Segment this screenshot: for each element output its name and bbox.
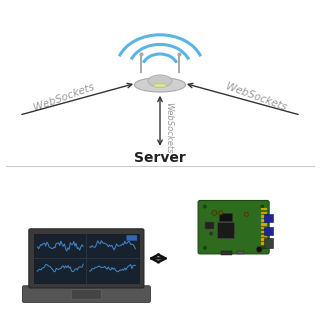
Text: WebSockets: WebSockets	[32, 82, 96, 113]
Bar	[205, 222, 214, 229]
Circle shape	[261, 246, 264, 250]
Bar	[217, 222, 235, 238]
Text: WebSockets: WebSockets	[224, 82, 288, 113]
Circle shape	[256, 247, 262, 252]
Bar	[261, 212, 267, 214]
Ellipse shape	[134, 78, 186, 92]
Text: Server: Server	[134, 151, 186, 165]
Bar	[237, 251, 244, 254]
Bar	[221, 251, 232, 255]
Bar	[261, 208, 267, 210]
Text: WebSockets: WebSockets	[164, 102, 173, 154]
Circle shape	[261, 205, 264, 208]
Bar	[261, 238, 267, 241]
FancyBboxPatch shape	[22, 286, 150, 302]
Ellipse shape	[148, 75, 172, 87]
Bar	[261, 231, 267, 233]
Bar	[219, 213, 232, 221]
Bar	[261, 219, 267, 222]
Circle shape	[203, 205, 206, 208]
FancyBboxPatch shape	[34, 234, 139, 283]
Circle shape	[210, 232, 213, 235]
Ellipse shape	[154, 83, 166, 88]
FancyBboxPatch shape	[198, 200, 269, 254]
Bar	[264, 227, 273, 235]
FancyBboxPatch shape	[72, 290, 101, 299]
Bar	[261, 215, 267, 218]
Bar	[264, 214, 273, 222]
Bar	[261, 242, 267, 245]
Circle shape	[203, 246, 206, 250]
FancyBboxPatch shape	[127, 235, 137, 241]
Bar	[261, 223, 267, 226]
Bar	[261, 227, 267, 229]
FancyBboxPatch shape	[29, 229, 144, 288]
Circle shape	[212, 210, 217, 215]
Bar	[264, 238, 273, 248]
Bar	[261, 235, 267, 237]
Circle shape	[244, 212, 248, 216]
Circle shape	[219, 211, 223, 215]
